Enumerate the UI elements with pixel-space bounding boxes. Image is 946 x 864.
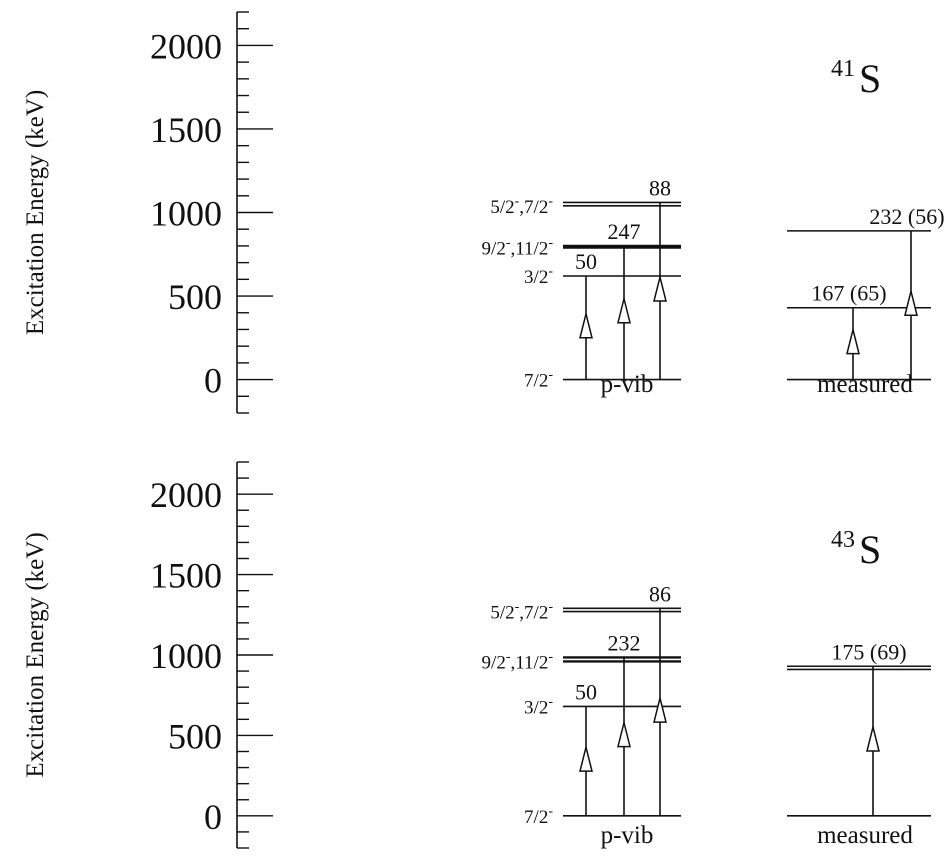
pvib-transition-label: 50 <box>575 249 597 274</box>
nucleus-mass-number: 41 <box>831 56 855 82</box>
measured-transition-label: 232 (56) <box>869 204 944 229</box>
measured-transition-label: 167 (65) <box>811 281 886 306</box>
y-tick-label: 2000 <box>150 475 222 515</box>
y-tick-label: 1500 <box>150 556 222 596</box>
pvib-column-label: p-vib <box>601 822 654 849</box>
pvib-spin-label: 3/2- <box>524 264 553 288</box>
pvib-spin-label: 7/2- <box>524 804 553 828</box>
y-tick-label: 0 <box>204 797 222 837</box>
pvib-transition-arrow <box>579 275 593 380</box>
pvib-transition-label: 50 <box>575 679 597 704</box>
y-axis-label: Excitation Energy (keV) <box>22 90 49 335</box>
y-axis-label: Excitation Energy (keV) <box>22 532 49 777</box>
y-tick-label: 1000 <box>150 636 222 676</box>
measured-column-label: measured <box>817 371 913 398</box>
measured-transition-arrow <box>846 307 860 380</box>
pvib-transition-label: 86 <box>649 581 671 606</box>
pvib-column-label: p-vib <box>601 371 654 398</box>
nucleus-symbol: S <box>859 527 881 572</box>
pvib-spin-label: 9/2-,11/2- <box>482 236 554 260</box>
measured-transition-arrow <box>866 666 880 816</box>
y-tick-label: 500 <box>168 716 222 756</box>
pvib-transition-arrow <box>617 657 631 816</box>
pvib-transition-label: 88 <box>649 175 671 200</box>
pvib-transition-label: 232 <box>608 630 641 655</box>
measured-column-label: measured <box>817 822 913 849</box>
nucleus-mass-number: 43 <box>831 527 855 553</box>
pvib-transition-arrow <box>653 202 667 380</box>
pvib-spin-label: 5/2-,7/2- <box>490 600 553 624</box>
pvib-spin-label: 3/2- <box>524 694 553 718</box>
pvib-spin-label: 5/2-,7/2- <box>490 194 553 218</box>
pvib-spin-label: 7/2- <box>524 368 553 392</box>
nucleus-symbol: S <box>859 56 881 101</box>
pvib-spin-label: 9/2-,11/2- <box>482 649 554 673</box>
measured-transition-arrow <box>904 230 918 380</box>
y-tick-label: 500 <box>168 277 222 317</box>
pvib-transition-arrow <box>653 608 667 816</box>
measured-transition-label: 175 (69) <box>831 639 906 664</box>
pvib-transition-arrow <box>579 706 593 816</box>
y-tick-label: 1000 <box>150 194 222 234</box>
y-tick-label: 1500 <box>150 110 222 150</box>
pvib-transition-label: 247 <box>608 219 641 244</box>
pvib-transition-arrow <box>617 245 631 380</box>
y-tick-label: 2000 <box>150 26 222 66</box>
y-tick-label: 0 <box>204 361 222 401</box>
